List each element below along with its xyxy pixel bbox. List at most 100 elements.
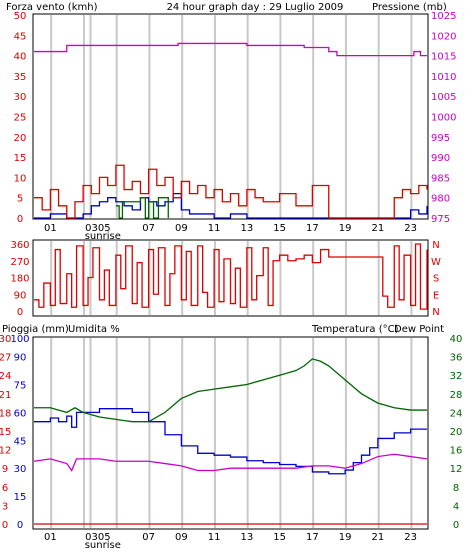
x-tick-label: 15	[273, 223, 286, 234]
pressure-line	[34, 42, 427, 57]
wind-direction-chart: 0 N 90 E 180 S 270 W 360 N	[10, 240, 441, 318]
wind-tick-label: 5	[17, 194, 23, 205]
rain-tick-label: 15	[0, 427, 11, 438]
wind-gust-line	[34, 164, 428, 219]
pressure-tick-label: 975	[431, 214, 450, 225]
wind-tick-label: 15	[14, 153, 27, 164]
chart-title: 24 hour graph day : 29 Luglio 2009	[167, 2, 344, 13]
humidity-tick-label: 0	[17, 520, 23, 531]
direction-tick-label: 360	[10, 240, 29, 251]
humidity-tick-label: 45	[14, 436, 27, 447]
humidity-tick-label: 30	[14, 464, 27, 475]
x-tick-label: 09	[175, 532, 188, 543]
rain-axis-title: Pioggia (mm)	[2, 324, 69, 335]
pressure-axis-title: Pressione (mb)	[372, 2, 447, 13]
temperature-tick-label: 16	[450, 446, 463, 457]
humidity-line	[34, 408, 427, 475]
x-tick-label: 0305	[85, 532, 110, 543]
humidity-axis-title: Umidita %	[68, 324, 120, 335]
x-tick-label: 01	[44, 532, 57, 543]
humidity-tick-label: 90	[14, 353, 27, 364]
wind-axis-title: Forza vento (kmh)	[6, 2, 98, 13]
x-tick-label: 13	[241, 532, 254, 543]
wind-green-line	[115, 197, 169, 219]
humidity-tick-label: 60	[14, 408, 27, 419]
direction-tick-label: 180	[10, 274, 29, 285]
x-tick-label: 19	[339, 223, 352, 234]
temperature-line	[34, 358, 427, 423]
x-tick-label: 11	[208, 223, 221, 234]
x-tick-label: 21	[372, 223, 385, 234]
x-tick-label: 17	[306, 223, 319, 234]
wind-tick-label: 0	[17, 214, 23, 225]
temperature-tick-label: 32	[450, 371, 463, 382]
wind-tick-label: 20	[14, 133, 27, 144]
humidity-tick-label: 75	[14, 381, 27, 392]
direction-tick-label: 270	[10, 257, 29, 268]
temperature-tick-label: 8	[453, 483, 459, 494]
wind-tick-label: 35	[14, 72, 27, 83]
rain-tick-label: 30	[0, 334, 11, 345]
x-tick-label: 15	[273, 532, 286, 543]
humidity-tick-label: 15	[14, 492, 27, 503]
rain-tick-label: 9	[2, 464, 8, 475]
x-tick-label: 17	[306, 532, 319, 543]
temperature-tick-label: 20	[450, 427, 463, 438]
pressure-tick-label: 1010	[431, 72, 456, 83]
compass-tick-label: S	[433, 274, 439, 285]
x-tick-label: 23	[404, 532, 417, 543]
x-tick-label: 11	[208, 532, 221, 543]
pressure-tick-label: 980	[431, 194, 450, 205]
x-tick-label: 07	[142, 223, 155, 234]
pressure-tick-label: 1025	[431, 11, 456, 22]
temperature-tick-label: 28	[450, 390, 463, 401]
temperature-tick-label: 0	[453, 520, 459, 531]
pressure-tick-label: 1000	[431, 113, 456, 124]
wind-tick-label: 40	[14, 52, 27, 63]
rain-tick-label: 12	[0, 446, 11, 457]
pressure-tick-label: 1015	[431, 52, 456, 63]
pressure-tick-label: 985	[431, 173, 450, 184]
direction-tick-label: 0	[17, 307, 23, 318]
pressure-tick-label: 1005	[431, 92, 456, 103]
compass-tick-label: N	[432, 240, 439, 251]
pressure-tick-label: 990	[431, 153, 450, 164]
x-tick-label: 01	[44, 223, 57, 234]
rain-tick-label: 18	[0, 408, 11, 419]
temperature-tick-label: 24	[450, 408, 463, 419]
x-tick-label: 21	[372, 532, 385, 543]
dewpoint-line	[33, 453, 428, 472]
compass-tick-label: E	[433, 290, 439, 301]
temp-humidity-chart: 0369121518212427300153045607590100048121…	[0, 334, 462, 551]
x-tick-label: 23	[404, 223, 417, 234]
pressure-tick-label: 995	[431, 133, 450, 144]
sunrise-label: sunrise	[85, 231, 121, 242]
temperature-tick-label: 36	[450, 353, 463, 364]
rain-tick-label: 24	[0, 371, 11, 382]
x-tick-label: 13	[241, 223, 254, 234]
sunrise-label: sunrise	[85, 540, 121, 551]
rain-tick-label: 21	[0, 390, 11, 401]
dewpoint-axis-title: Dew Point	[394, 324, 444, 335]
wind-pressure-chart: 0510152025303540455097598098599099510001…	[14, 11, 457, 242]
wind-tick-label: 50	[14, 11, 27, 22]
wind-panel	[32, 13, 429, 220]
rain-tick-label: 3	[2, 501, 8, 512]
rain-tick-label: 0	[2, 520, 8, 531]
x-tick-label: 19	[339, 532, 352, 543]
temperature-panel	[32, 336, 429, 530]
humidity-tick-label: 100	[10, 334, 29, 345]
direction-line	[34, 243, 428, 310]
wind-tick-label: 30	[14, 92, 27, 103]
wind-tick-label: 10	[14, 173, 27, 184]
wind-tick-label: 25	[14, 113, 27, 124]
x-tick-label: 09	[175, 223, 188, 234]
temperature-tick-label: 4	[453, 501, 459, 512]
pressure-tick-label: 1020	[431, 31, 456, 42]
direction-tick-label: 90	[14, 290, 27, 301]
wind-tick-label: 45	[14, 31, 27, 42]
compass-tick-label: W	[431, 257, 441, 268]
x-tick-label: 0305	[85, 223, 110, 234]
